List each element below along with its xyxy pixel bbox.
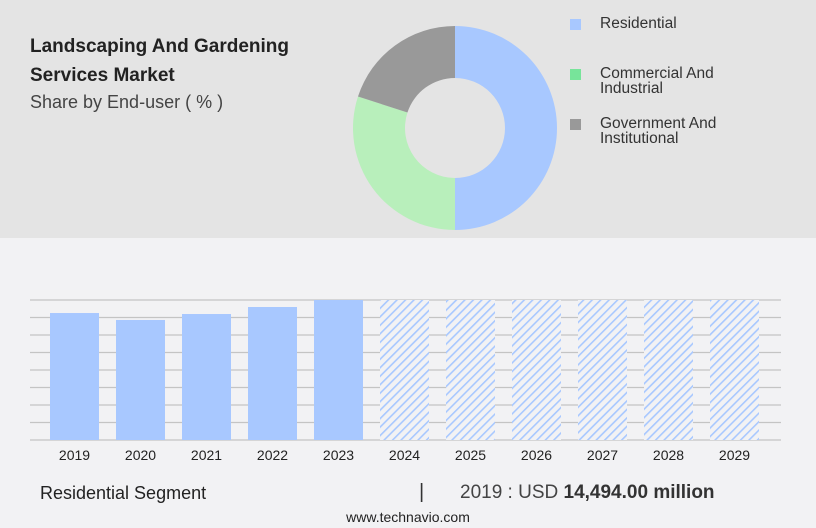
chart-subtitle: Share by End-user ( % ) [30, 92, 224, 112]
bar-2027 [578, 300, 627, 440]
x-tick-label: 2029 [719, 447, 750, 463]
segment-label: Residential Segment [40, 483, 207, 503]
year-label: 2019 : USD [460, 482, 559, 503]
legend-label: Residential [600, 15, 677, 32]
bar-2026 [512, 300, 561, 440]
separator: | [419, 481, 425, 503]
donut-slice-government-and-institutional [357, 26, 455, 113]
segment-value: 2019 : USD 14,494.00 million [460, 482, 715, 504]
chart-title: Landscaping And Gardening Services Marke… [30, 36, 289, 86]
bar-chart: 2019 2020 2021 2022 2023 2024 2025 2026 2027 2028… [50, 300, 759, 463]
bar-2025 [446, 300, 495, 440]
donut-slice-residential [455, 26, 557, 230]
donut-chart [353, 26, 557, 230]
legend-item-commercial: Commercial And Industrial [570, 66, 790, 100]
legend-swatch [570, 19, 581, 30]
bar-2029 [710, 300, 759, 440]
legend-label: Government And Institutional [600, 115, 717, 147]
x-tick-label: 2026 [521, 447, 552, 463]
legend-label: Commercial And Industrial [600, 65, 714, 97]
legend-item-residential: Residential [570, 16, 790, 50]
value-text: 14,494.00 million [563, 482, 715, 503]
bar-2028 [644, 300, 693, 440]
x-tick-label: 2024 [389, 447, 420, 463]
x-tick-label: 2027 [587, 447, 618, 463]
website-link[interactable]: www.technavio.com [346, 509, 470, 525]
x-tick-label: 2028 [653, 447, 684, 463]
legend-swatch [570, 69, 581, 80]
bar-2024 [380, 300, 429, 440]
x-tick-label: 2019 [59, 447, 90, 463]
donut-slice-commercial-and-industrial [353, 96, 455, 230]
x-tick-label: 2023 [323, 447, 354, 463]
legend-swatch [570, 119, 581, 130]
x-tick-label: 2020 [125, 447, 156, 463]
bar-2019 [50, 313, 99, 440]
legend-item-government: Government And Institutional [570, 116, 790, 150]
x-tick-label: 2025 [455, 447, 486, 463]
bar-2022 [248, 307, 297, 440]
bar-2021 [182, 314, 231, 440]
x-tick-label: 2022 [257, 447, 288, 463]
x-tick-label: 2021 [191, 447, 222, 463]
bar-2023 [314, 300, 363, 440]
bar-2020 [116, 319, 165, 440]
